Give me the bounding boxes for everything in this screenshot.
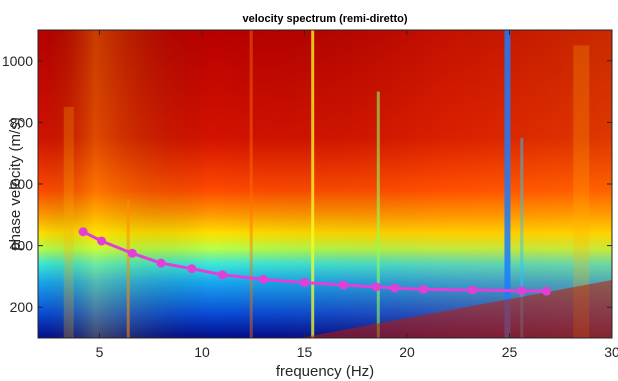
picked-curve-point xyxy=(156,258,166,268)
y-tick-label: 200 xyxy=(10,299,34,315)
heatmap-streaks xyxy=(63,30,590,338)
picked-dispersion-curve xyxy=(78,227,551,296)
picked-curve-point xyxy=(338,280,348,290)
picked-curve-point xyxy=(300,278,309,288)
y-axis-label: phase velocity (m/s) xyxy=(7,117,24,250)
picked-curve-point xyxy=(218,270,227,280)
heatmap-streak xyxy=(126,199,130,338)
y-axis: 200 400 600 800 1000 xyxy=(2,53,612,315)
x-axis-label: frequency (Hz) xyxy=(276,363,374,380)
picked-curve-point xyxy=(390,283,400,293)
high-freq-red-band xyxy=(300,280,612,338)
x-tick-label: 25 xyxy=(502,344,518,360)
heatmap-streak xyxy=(520,137,524,338)
heatmap xyxy=(38,30,612,338)
y-tick-label: 800 xyxy=(10,114,34,130)
x-tick-label: 30 xyxy=(604,344,618,360)
heatmap-streak xyxy=(573,45,590,338)
heatmap-streak xyxy=(249,30,253,338)
x-tick-label: 20 xyxy=(399,344,415,360)
heatmap-shading xyxy=(38,30,612,338)
x-tick-label: 5 xyxy=(96,344,104,360)
picked-curve-point xyxy=(468,285,478,295)
heatmap-streak xyxy=(504,30,511,338)
picked-curve-point xyxy=(187,264,197,274)
y-tick-label: 600 xyxy=(10,176,34,192)
y-tick-label: 1000 xyxy=(2,53,33,69)
y-tick-label: 400 xyxy=(10,238,34,254)
heatmap-streak xyxy=(63,107,74,338)
picked-curve-point xyxy=(97,236,107,246)
x-axis: 5 10 15 20 25 30 xyxy=(96,30,618,360)
heatmap-streak xyxy=(376,91,380,338)
picked-curve-point xyxy=(259,274,268,284)
picked-curve-point xyxy=(371,282,381,292)
x-tick-label: 10 xyxy=(194,344,210,360)
picked-curve-point xyxy=(517,286,527,296)
picked-curve-point xyxy=(541,286,551,296)
picked-curve-point xyxy=(78,227,88,237)
chart-title: velocity spectrum (remi-diretto) xyxy=(242,13,407,25)
x-tick-label: 15 xyxy=(297,344,313,360)
picked-curve-point xyxy=(127,248,137,258)
heatmap-streak xyxy=(311,30,315,338)
picked-curve-point xyxy=(418,284,428,294)
